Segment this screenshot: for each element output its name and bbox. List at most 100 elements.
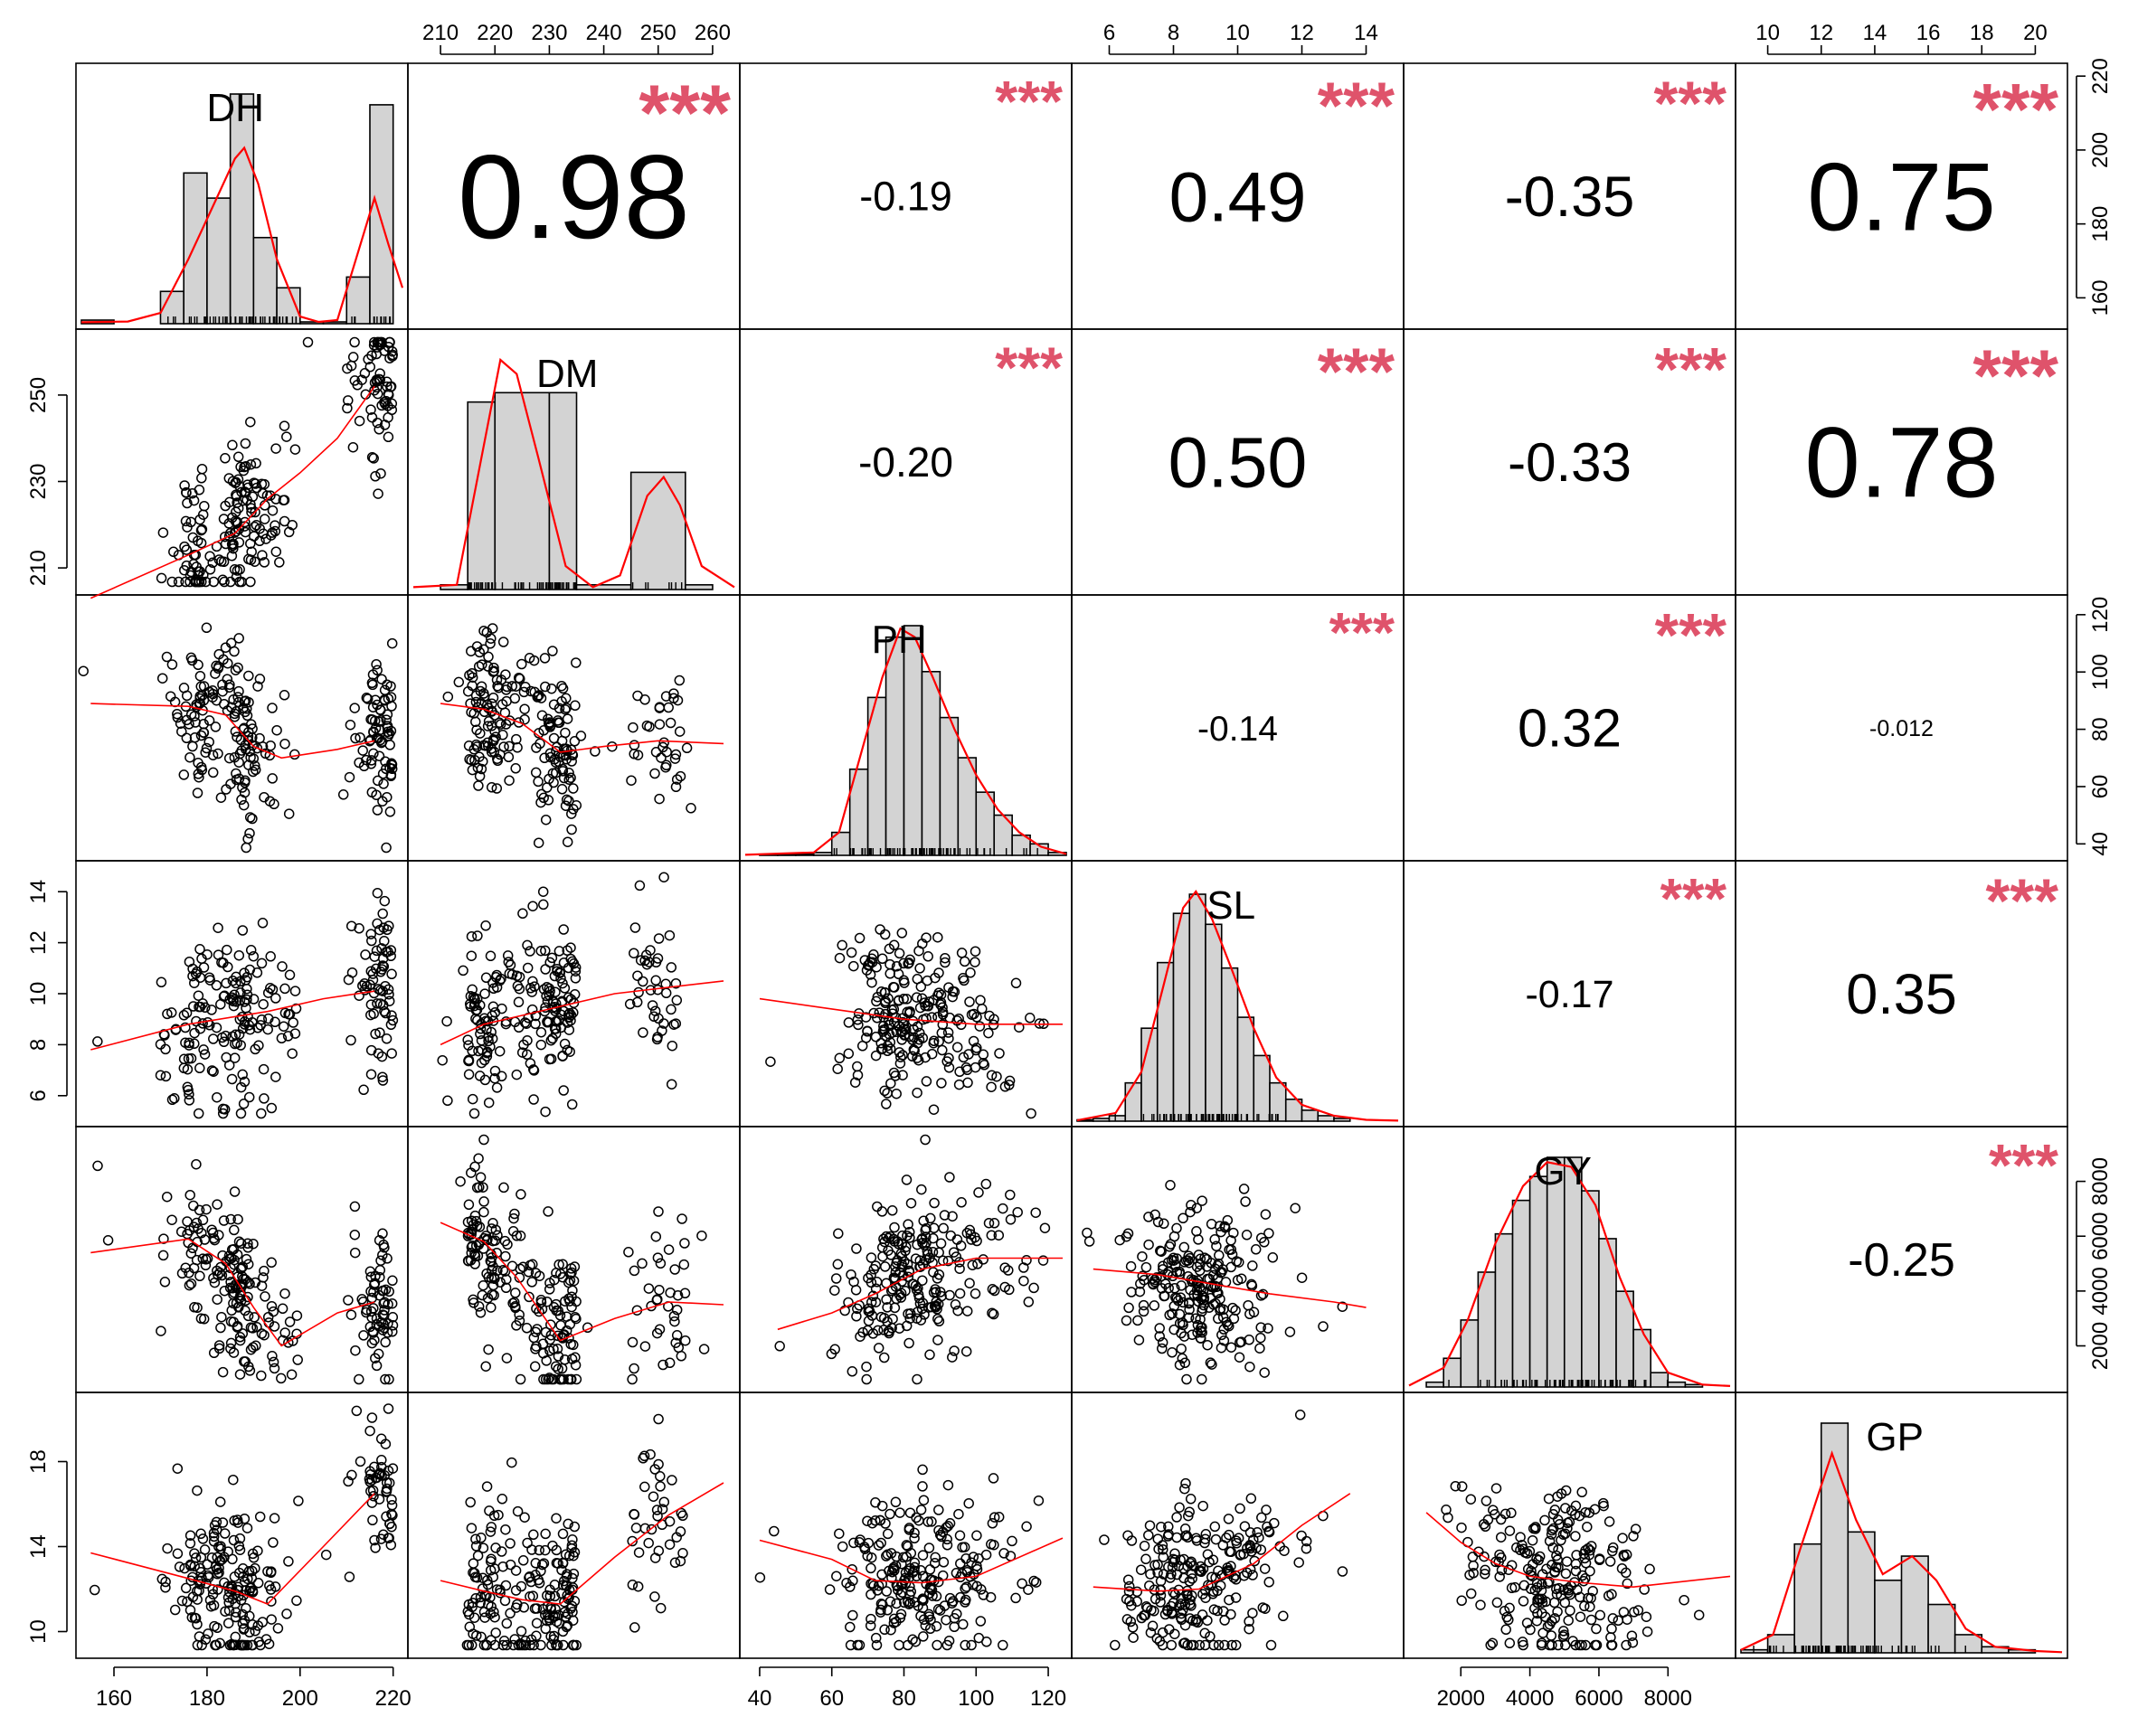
scatter-point <box>675 770 686 782</box>
scatter-point <box>848 960 859 972</box>
scatter-point <box>1556 1534 1566 1546</box>
scatter-point <box>243 696 254 708</box>
tick-label: 240 <box>586 21 622 45</box>
scatter-point <box>195 537 207 549</box>
scatter-point <box>242 1310 254 1322</box>
scatter-point <box>854 1639 866 1651</box>
scatter-point <box>1594 1553 1605 1564</box>
scatter-point <box>504 968 516 979</box>
scatter-point <box>258 1272 269 1283</box>
tick-label: 250 <box>640 21 676 45</box>
scatter-point <box>1026 1108 1036 1119</box>
scatter-point <box>192 1639 203 1651</box>
scatter-gy-vs-dm <box>440 1134 724 1385</box>
scatter-point <box>879 1085 890 1097</box>
scatter-point <box>361 981 373 992</box>
scatter-point <box>904 1232 915 1243</box>
histogram-bar-dh-2 <box>183 172 208 325</box>
scatter-point <box>358 1084 369 1096</box>
scatter-point <box>824 1584 836 1595</box>
scatter-point <box>218 958 229 968</box>
scatter-point <box>663 702 674 713</box>
scatter-point <box>629 1363 639 1374</box>
scatter-point <box>386 637 398 649</box>
scatter-gp-vs-dh <box>89 1403 399 1651</box>
scatter-point <box>467 672 478 683</box>
scatter-point <box>382 721 393 731</box>
correlation-value-dh-dm: 0.98 <box>458 130 690 263</box>
scatter-point <box>1518 1580 1530 1591</box>
scatter-point <box>345 719 356 731</box>
scatter-point <box>1606 1623 1617 1635</box>
scatter-point <box>888 1618 900 1628</box>
scatter-point <box>525 685 536 697</box>
scatter-point <box>256 1370 267 1382</box>
scatter-point <box>540 681 551 693</box>
scatter-point <box>195 524 207 536</box>
scatter-point <box>563 992 574 1003</box>
scatter-point <box>265 951 276 962</box>
scatter-point <box>1506 1507 1517 1519</box>
scatter-point <box>914 963 925 974</box>
scatter-point <box>1181 1530 1192 1541</box>
tick-label: 12 <box>1290 21 1314 45</box>
scatter-point <box>386 760 397 771</box>
histogram-bar-dm-4 <box>575 584 632 590</box>
scatter-point <box>455 1175 466 1187</box>
scatter-point <box>938 1557 950 1568</box>
scatter-point <box>1183 1312 1195 1323</box>
scatter-point <box>561 794 572 806</box>
scatter-point <box>485 1255 497 1267</box>
tick-label: 230 <box>531 21 567 45</box>
scatter-point <box>1693 1609 1705 1620</box>
scatter-point <box>277 1303 289 1315</box>
scatter-point <box>1644 1563 1655 1575</box>
scatter-point <box>377 1228 388 1240</box>
tick-label: 10 <box>1225 21 1250 45</box>
scatter-point <box>1125 1260 1137 1272</box>
scatter-point <box>562 1017 573 1028</box>
scatter-point <box>861 1373 872 1385</box>
scatter-point <box>271 724 282 736</box>
scatter-point <box>363 354 374 365</box>
histogram-bar-gp-3 <box>1820 1422 1849 1654</box>
scatter-point <box>1481 1495 1492 1506</box>
scatter-point <box>891 1088 902 1099</box>
scatter-point <box>354 1373 364 1385</box>
histogram-bar-sl-6 <box>1172 912 1191 1122</box>
scatter-point <box>1099 1534 1110 1545</box>
scatter-point <box>1199 1252 1210 1263</box>
scatter-point <box>912 1239 922 1250</box>
scatter-point <box>954 1263 965 1274</box>
scatter-point <box>352 380 363 391</box>
scatter-point <box>964 1224 976 1236</box>
scatter-point <box>548 1373 559 1385</box>
scatter-point <box>1199 1628 1210 1639</box>
scatter-gy-vs-ph <box>774 1134 1063 1385</box>
scatter-point <box>967 1260 979 1270</box>
scatter-point <box>179 541 190 552</box>
scatter-point <box>1005 1214 1017 1225</box>
scatter-point <box>666 1004 676 1015</box>
scatter-point <box>1318 1321 1329 1332</box>
scatter-point <box>510 1288 521 1298</box>
scatter-point <box>1242 1567 1253 1579</box>
scatter-point <box>343 1295 354 1306</box>
scatter-point <box>1260 1209 1272 1220</box>
scatter-point <box>956 1019 967 1031</box>
scatter-point <box>224 1282 236 1294</box>
loess-curve-dm-vs-dh <box>90 385 375 599</box>
scatter-point <box>903 1219 913 1230</box>
scatter-point <box>551 741 563 753</box>
scatter-point <box>247 1323 259 1334</box>
scatter-point <box>1179 1599 1191 1610</box>
scatter-point <box>1234 1352 1245 1363</box>
scatter-point <box>1195 1333 1206 1344</box>
scatter-point <box>528 655 540 666</box>
scatter-point <box>898 1552 909 1563</box>
scatter-point <box>213 661 224 673</box>
scatter-point <box>287 519 298 531</box>
scatter-point <box>862 1325 874 1336</box>
scatter-point <box>1499 1605 1510 1617</box>
scatter-point <box>509 1301 521 1312</box>
